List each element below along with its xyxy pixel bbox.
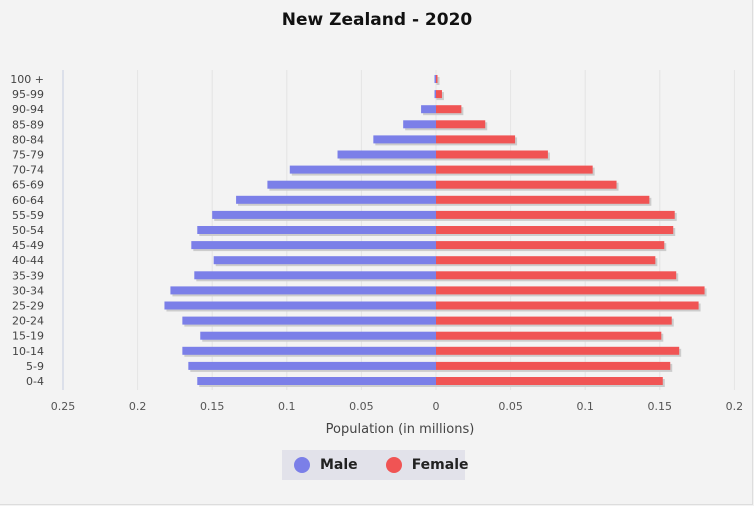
- bar-female[interactable]: [436, 331, 662, 340]
- bar-female[interactable]: [436, 226, 674, 234]
- bar-male[interactable]: [213, 256, 436, 265]
- x-tick-label: 0.1: [278, 400, 296, 413]
- y-tick-label: 10-14: [12, 345, 44, 358]
- bar-female[interactable]: [436, 165, 593, 174]
- bar-female[interactable]: [436, 210, 675, 219]
- y-tick-label: 100 +: [10, 73, 44, 86]
- legend-item-male[interactable]: Male: [294, 457, 358, 473]
- x-axis-label: Population (in millions): [326, 422, 475, 437]
- y-tick-label: 85-89: [12, 118, 44, 131]
- bar-female[interactable]: [436, 105, 462, 114]
- bar-female[interactable]: [436, 90, 442, 99]
- bar-female[interactable]: [436, 361, 671, 370]
- y-tick-label: 50-54: [12, 224, 44, 237]
- bar-female[interactable]: [436, 180, 617, 189]
- bar-female[interactable]: [436, 120, 486, 129]
- legend-marker-female: [385, 457, 402, 473]
- bar-male[interactable]: [434, 75, 436, 83]
- chart-title: New Zealand - 2020: [281, 10, 473, 30]
- legend-label-female: Female: [411, 457, 469, 473]
- bar-male[interactable]: [373, 135, 436, 144]
- bar-female[interactable]: [436, 301, 699, 310]
- bar-shadow: [438, 77, 440, 85]
- y-tick-label: 95-99: [12, 88, 44, 101]
- x-tick-label: 0.15: [200, 400, 225, 413]
- x-tick-label: 0.15: [648, 400, 673, 413]
- bar-male[interactable]: [194, 271, 436, 280]
- y-tick-label: 55-59: [12, 209, 44, 222]
- bar-female[interactable]: [436, 316, 672, 325]
- y-tick-label: 0-4: [26, 375, 44, 388]
- x-tick-label: 0.25: [51, 400, 76, 413]
- legend: Male Female: [282, 450, 469, 480]
- bar-male[interactable]: [403, 120, 436, 129]
- bar-male[interactable]: [182, 316, 436, 325]
- y-tick-label: 30-34: [12, 284, 44, 297]
- y-tick-label: 5-9: [26, 360, 44, 373]
- bar-male[interactable]: [197, 226, 436, 234]
- bar-male[interactable]: [289, 165, 436, 174]
- legend-item-female[interactable]: Female: [385, 457, 469, 473]
- bar-female[interactable]: [436, 286, 705, 295]
- y-tick-label: 15-19: [12, 330, 44, 343]
- bar-male[interactable]: [188, 361, 436, 370]
- bar-male[interactable]: [164, 301, 436, 310]
- bar-male[interactable]: [182, 346, 436, 355]
- x-tick-label: 0.2: [129, 400, 147, 413]
- bar-female[interactable]: [436, 377, 663, 385]
- bar-female[interactable]: [436, 271, 677, 280]
- legend-marker-male: [294, 457, 310, 473]
- bar-male[interactable]: [197, 377, 436, 385]
- x-tick-label: 0: [433, 400, 440, 413]
- bar-male[interactable]: [191, 241, 436, 250]
- y-tick-label: 35-39: [12, 269, 44, 282]
- y-tick-label: 60-64: [12, 194, 44, 207]
- x-tick-label: 0.1: [576, 400, 594, 413]
- bar-female[interactable]: [436, 135, 516, 144]
- bar-female[interactable]: [436, 241, 665, 250]
- bar-male[interactable]: [421, 105, 436, 114]
- y-tick-label: 90-94: [12, 103, 44, 116]
- bar-female[interactable]: [436, 195, 650, 204]
- bar-male[interactable]: [267, 180, 436, 189]
- y-tick-label: 80-84: [12, 133, 44, 146]
- bar-female[interactable]: [436, 346, 680, 355]
- bar-male[interactable]: [200, 331, 436, 340]
- bar-male[interactable]: [170, 286, 436, 295]
- legend-label-male: Male: [320, 457, 358, 473]
- x-tick-label: 0.05: [498, 400, 523, 413]
- bar-female[interactable]: [436, 75, 438, 83]
- y-tick-label: 20-24: [12, 315, 44, 328]
- y-tick-label: 40-44: [12, 254, 44, 267]
- bar-male[interactable]: [236, 195, 436, 204]
- bar-male[interactable]: [434, 90, 436, 99]
- y-tick-label: 45-49: [12, 239, 44, 252]
- y-tick-label: 75-79: [12, 149, 44, 162]
- y-tick-label: 65-69: [12, 179, 44, 192]
- x-tick-label: 0.2: [726, 400, 744, 413]
- bar-male[interactable]: [212, 210, 436, 219]
- x-tick-label: 0.05: [349, 400, 374, 413]
- bar-female[interactable]: [436, 150, 548, 159]
- bar-male[interactable]: [337, 150, 436, 159]
- y-tick-label: 70-74: [12, 164, 44, 177]
- bar-female[interactable]: [436, 256, 656, 265]
- y-tick-label: 25-29: [12, 300, 44, 313]
